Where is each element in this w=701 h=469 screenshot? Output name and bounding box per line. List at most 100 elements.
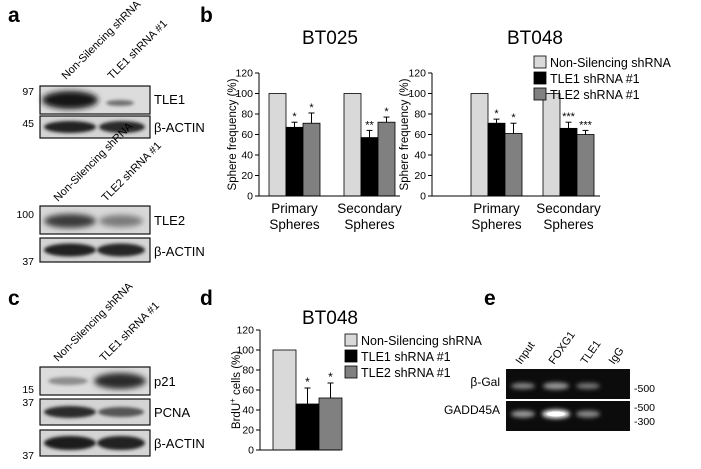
blot-a1-label-1: TLE1	[154, 92, 185, 107]
legend-label: TLE2 shRNA #1	[361, 366, 451, 380]
blot-a1-lane-1: Non-Silencing shRNA	[60, 0, 144, 82]
legend-label: TLE1 shRNA #1	[361, 350, 451, 364]
blot-c-lane-1: Non-Silencing shRNA	[52, 280, 136, 364]
gel-lane-tle1: TLE1	[579, 338, 604, 366]
blot-a2-marker-2: 37	[22, 256, 34, 268]
chart-title: BT025	[302, 28, 358, 49]
chart-title: BT048	[507, 28, 563, 49]
chart-bt048-brdu: BT048 BrdU+ cells (%) 0 20 40 60 80 100 120 * * Non…	[228, 308, 483, 457]
bar	[576, 134, 595, 197]
blot-a1-label-2: β-ACTIN	[154, 120, 205, 135]
x-category-label: Spheres	[344, 217, 395, 232]
chart-bt048-spheres: BT048 Sphere frequency (%) 0 20 40 60 80 100 120…	[399, 28, 672, 232]
blot-a2-label-1: TLE2	[154, 213, 185, 228]
gel-row-gadd45a	[506, 401, 630, 431]
y-tick-label: 100	[236, 345, 254, 357]
x-category-label: Spheres	[269, 217, 320, 232]
bar	[504, 133, 523, 197]
y-tick-label: 40	[242, 405, 254, 417]
blot-c-marker-3: 37	[22, 450, 34, 462]
significance-label: *	[494, 108, 499, 120]
chart-bt025: BT025 Sphere frequency (%) 0 20 40 60 80 100 120…	[227, 28, 402, 232]
x-category-label: Spheres	[471, 217, 522, 232]
significance-label: *	[328, 370, 333, 384]
blot-c-marker-1: 15	[22, 384, 34, 396]
significance-label: *	[511, 112, 516, 124]
blot-a2-row-actin	[39, 237, 151, 263]
blot-a2-row-tle2	[39, 205, 151, 235]
legend-label: Non-Silencing shRNA	[550, 56, 672, 70]
blot-c-label-1: p21	[154, 374, 176, 389]
bar	[302, 122, 321, 197]
blot-a1-marker-2: 45	[22, 118, 34, 130]
gel-row-bgal	[506, 369, 630, 399]
bar	[559, 127, 578, 197]
gel-marker-gadd45a-500: -500	[634, 402, 655, 414]
significance-label: *	[309, 102, 314, 114]
significance-label: *	[292, 111, 297, 123]
bar	[377, 121, 396, 197]
y-tick-label: 40	[414, 150, 426, 162]
significance-label: *	[384, 106, 389, 118]
gel-label-bgal: β-Gal	[470, 375, 500, 389]
x-category-label: Primary	[473, 201, 520, 216]
gel-lane-foxg1: FOXG1	[547, 329, 578, 366]
y-tick-label: 100	[235, 88, 253, 100]
panel-e-letter: e	[484, 287, 496, 310]
y-tick-label: 60	[241, 129, 253, 141]
y-tick-label: 0	[420, 191, 426, 203]
panel-c-letter: c	[8, 287, 20, 310]
bar	[542, 93, 561, 197]
bar	[343, 93, 362, 197]
y-tick-label: 20	[241, 170, 253, 182]
gel-marker-gadd45a-300: -300	[634, 416, 655, 428]
y-tick-label: 120	[236, 325, 254, 337]
bar	[318, 397, 343, 451]
legend-swatch	[344, 349, 358, 363]
y-tick-label: 80	[241, 109, 253, 121]
y-tick-label: 80	[414, 109, 426, 121]
legend-swatch	[533, 87, 547, 101]
y-tick-label: 20	[242, 425, 254, 437]
y-tick-label: 40	[241, 150, 253, 162]
y-axis-label: BrdU+ cells (%)	[228, 351, 243, 429]
blot-a1-row-actin	[39, 115, 151, 139]
legend-swatch	[344, 333, 358, 347]
bar	[295, 403, 320, 451]
gel-marker-bgal-500: -500	[634, 383, 655, 395]
y-tick-label: 0	[248, 445, 254, 457]
gel-label-gadd45a: GADD45A	[444, 403, 500, 417]
legend-swatch	[533, 71, 547, 85]
blot-c-label-3: β-ACTIN	[154, 436, 205, 451]
legend-label: Non-Silencing shRNA	[361, 334, 483, 348]
bar	[487, 122, 506, 197]
blot-a2-label-2: β-ACTIN	[154, 244, 205, 259]
y-tick-label: 60	[414, 129, 426, 141]
y-tick-label: 120	[408, 68, 426, 80]
panel-d-letter: d	[200, 287, 213, 310]
bar	[470, 93, 489, 197]
chart-title: BT048	[302, 308, 358, 329]
x-category-label: Spheres	[543, 217, 594, 232]
panel-a-letter: a	[8, 4, 20, 27]
y-axis-label: Sphere frequency (%)	[227, 78, 239, 190]
bar	[272, 349, 297, 451]
blot-c-marker-2: 37	[22, 397, 34, 409]
x-category-label: Secondary	[337, 201, 402, 216]
y-tick-label: 80	[242, 365, 254, 377]
legend-label: TLE2 shRNA #1	[550, 88, 640, 102]
y-tick-label: 120	[235, 68, 253, 80]
legend-swatch	[533, 55, 547, 69]
blot-a2-marker-1: 100	[16, 209, 34, 221]
blot-a1-marker-1: 97	[22, 86, 34, 98]
bar	[360, 137, 379, 197]
y-tick-label: 0	[247, 191, 253, 203]
blot-a1-row-tle1	[39, 85, 151, 115]
y-tick-label: 60	[242, 385, 254, 397]
x-category-label: Primary	[271, 201, 318, 216]
x-category-label: Secondary	[536, 201, 601, 216]
legend-swatch	[344, 365, 358, 379]
bar	[285, 126, 304, 197]
blot-c-row-p21	[39, 366, 151, 396]
